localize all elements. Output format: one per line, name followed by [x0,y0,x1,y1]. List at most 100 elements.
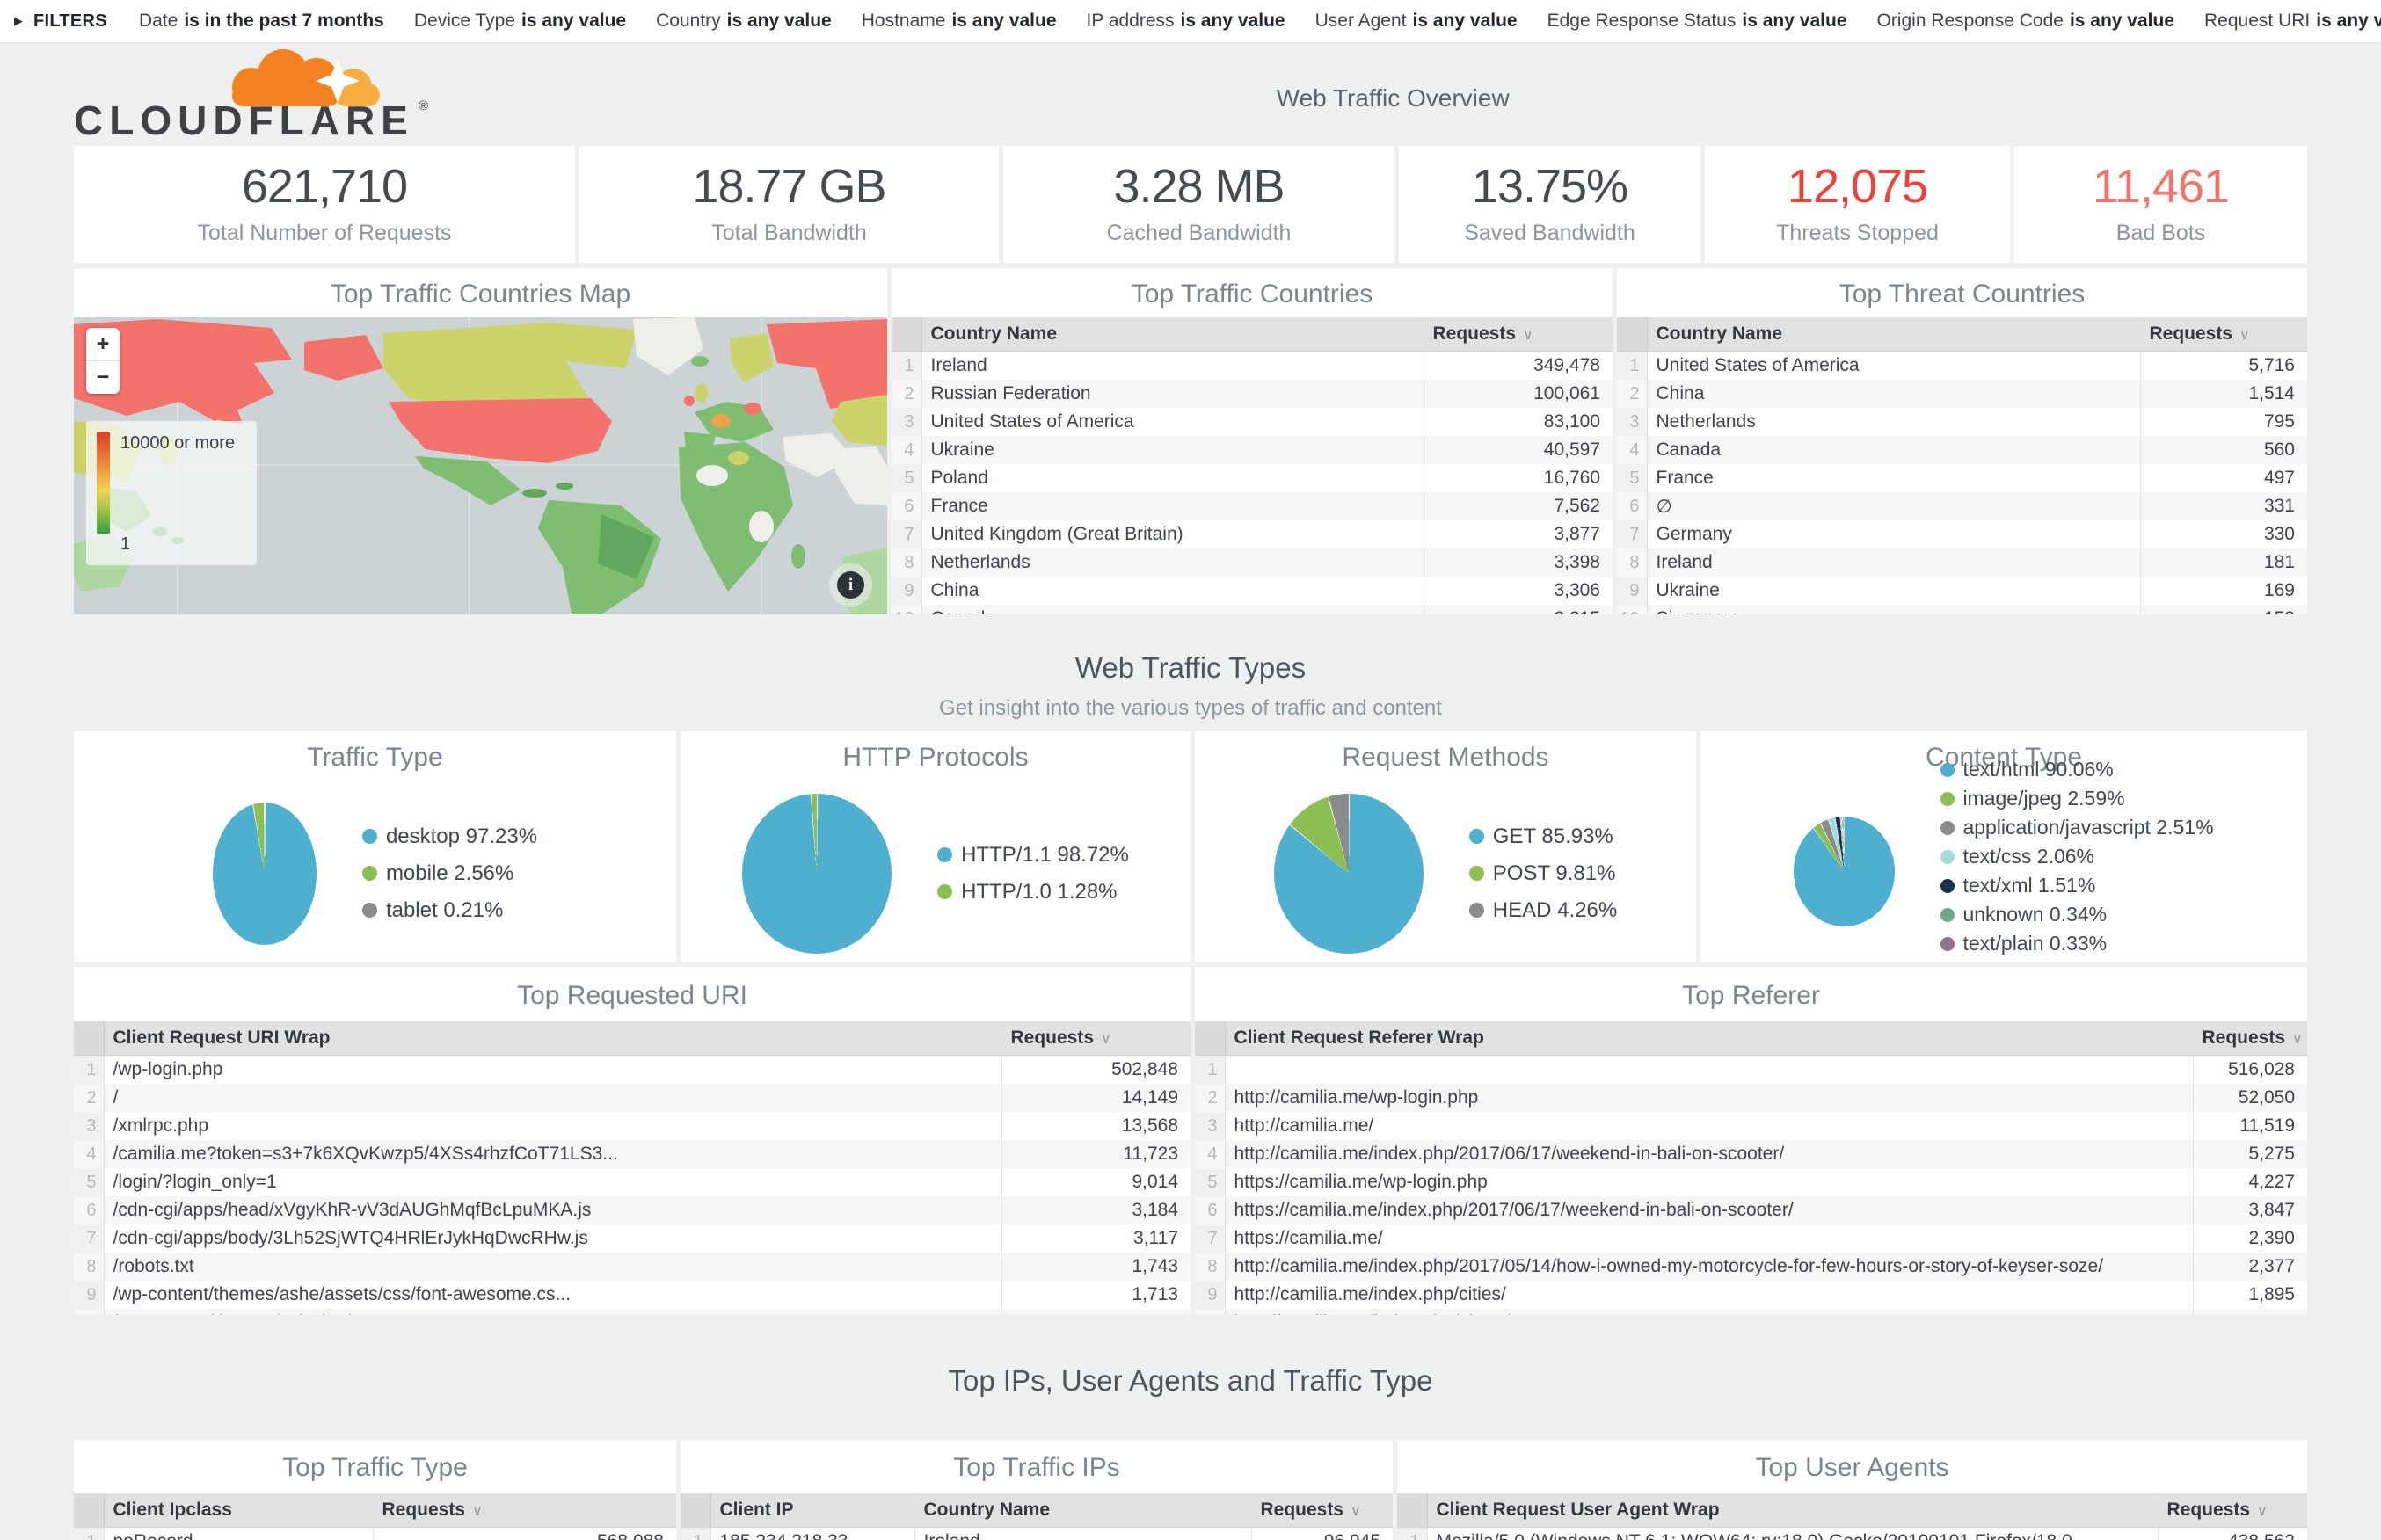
table-row[interactable]: 6 https://camilia.me/index.php/2017/06/17… [1195,1196,2307,1224]
column-header[interactable]: Requests ∨ [372,1493,676,1528]
table-row[interactable]: 1Mozilla/5.0 (Windows NT 6.1; WOW64; rv:… [1397,1527,2307,1540]
sort-desc-icon: ∨ [2239,328,2250,343]
zoom-out-button[interactable]: − [96,365,110,389]
table-row[interactable]: 3 Netherlands 795 [1617,408,2307,436]
filter-item[interactable]: Date is in the past 7 months [139,11,384,32]
kpi-row: 621,710 Total Number of Requests 18.77 G… [74,146,2307,263]
filters-expand-icon[interactable]: ▶ [14,14,23,27]
column-header[interactable]: Requests ∨ [1001,1021,1190,1056]
filter-item[interactable]: Edge Response Status is any value [1547,11,1847,32]
cell: 1,713 [1001,1281,1190,1309]
table-row[interactable]: 10Singapore158 [1617,605,2307,614]
legend-item[interactable]: image/jpeg 2.59% [1940,787,2213,810]
request-methods-pie-chart[interactable] [1273,793,1424,954]
table-row[interactable]: 2 Russian Federation 100,061 [892,380,1613,408]
filter-field-label: User Agent [1314,11,1407,31]
column-header[interactable]: Requests ∨ [2139,317,2307,352]
legend-item[interactable]: unknown 0.34% [1940,903,2213,926]
column-header[interactable]: Requests ∨ [2157,1493,2307,1528]
filter-item[interactable]: Country is any value [656,11,832,32]
legend-item[interactable]: HTTP/1.0 1.28% [937,880,1129,904]
legend-item[interactable]: tablet 0.21% [361,898,537,923]
section-title: Web Traffic Types [1074,651,1307,684]
legend-item[interactable]: application/javascript 2.51% [1940,816,2214,839]
table-row[interactable]: 6/cdn-cgi/apps/head/xVgyKhR-vV3dAUGhMqfB… [74,1196,1190,1224]
table-row[interactable]: 4 http://camilia.me/index.php/2017/06/17/… [1195,1140,2307,1168]
filter-item[interactable]: User Agent is any value [1315,11,1518,32]
table-row[interactable]: 8/robots.txt 1,743 [74,1253,1190,1281]
table-row[interactable]: 7 https://camilia.me/2,390 [1195,1224,2307,1253]
column-header[interactable]: Requests ∨ [1250,1493,1393,1528]
table-row[interactable]: 1 United States of America 5,716 [1617,351,2307,380]
table-row[interactable]: 8 Netherlands 3,398 [892,548,1613,577]
legend-item[interactable]: 0.20% [1940,961,2213,962]
cell: /cdn-cgi/apps/body/3Lh52SjWTQ4HRlErJykHq… [104,1224,1001,1253]
table-row[interactable]: 5 https://camilia.me/wp-login.php 4,227 [1195,1168,2307,1196]
table-row[interactable]: 5/login/?login_only=1 9,014 [74,1168,1190,1196]
table-row[interactable]: 7 United Kingdom (Great Britain) 3,877 [892,520,1613,548]
table-row[interactable]: 4 Canada 560 [1617,436,2307,464]
table-row[interactable]: 8 Ireland 181 [1617,548,2307,577]
table-row[interactable]: 2 China 1,514 [1617,380,2307,408]
legend-item[interactable]: desktop 97.23% [361,824,537,849]
row-number: 6 [892,492,922,520]
legend-item[interactable]: HTTP/1.1 98.72% [937,843,1129,868]
table-row[interactable]: 4/camilia.me?token=s3+7k6XQvKwzp5/4XSs4r… [74,1140,1190,1168]
filter-item[interactable]: Device Type is any value [414,11,626,32]
traffic-type-pie-chart[interactable] [212,802,317,945]
table-row[interactable]: 9/wp-content/themes/ashe/assets/css/font… [74,1281,1190,1309]
table-row[interactable]: 10http://camilia.me/index.php/about/1,47… [1195,1309,2307,1315]
legend-item[interactable]: text/css 2.06% [1940,845,2213,868]
filter-item[interactable]: Request URI is any value [2204,11,2381,32]
table-row[interactable]: 7/cdn-cgi/apps/body/3Lh52SjWTQ4HRlErJykH… [74,1224,1190,1253]
filter-item[interactable]: Origin Response Code is any value [1876,11,2174,32]
table-row[interactable]: 2 http://camilia.me/wp-login.php 52,050 [1195,1084,2307,1112]
row-number-header [74,1021,105,1056]
world-map[interactable]: + − 10000 or more 1 i [74,317,887,614]
table-row[interactable]: 1noRecord568,088 [74,1527,676,1540]
table-row[interactable]: 9 Ukraine 169 [1617,577,2307,605]
table-row[interactable]: 3 United States of America 83,100 [892,408,1613,436]
table-row[interactable]: 1 516,028 [1195,1055,2307,1084]
column-header[interactable]: Requests ∨ [1423,317,1613,352]
column-header[interactable]: Requests ∨ [2192,1021,2307,1056]
cell: United States of America [1647,351,2140,380]
table-row[interactable]: 3/xmlrpc.php 13,568 [74,1112,1190,1140]
cell: ∅ [1647,492,2140,520]
map-info-button[interactable]: i [837,571,864,599]
table-row[interactable]: 1185.234.218.33Ireland96,945 [681,1527,1393,1540]
legend-swatch-icon [1940,820,1955,835]
table-row[interactable]: 9 http://camilia.me/index.php/cities/1,89… [1195,1281,2307,1309]
table-row[interactable]: 5 Poland 16,760 [892,464,1613,492]
cell: http://camilia.me/index.php/2017/06/17/w… [1225,1140,2193,1168]
table-row[interactable]: 3 http://camilia.me/11,519 [1195,1112,2307,1140]
table-row[interactable]: 2/14,149 [74,1084,1190,1112]
content-type-pie-chart[interactable] [1794,816,1896,926]
legend-item[interactable]: text/plain 0.33% [1940,932,2213,955]
table-row[interactable]: 6 ∅ 331 [1617,492,2307,520]
legend-item[interactable]: GET 85.93% [1468,824,1617,849]
table-row[interactable]: 1 Ireland 349,478 [892,351,1613,380]
table-row[interactable]: 8 http://camilia.me/index.php/2017/05/14/… [1195,1253,2307,1281]
table-row[interactable]: 10/wp-content/themes/ashe/style.css?ver=… [74,1309,1190,1315]
filter-field-label: Date [138,11,178,31]
legend-item[interactable]: POST 9.81% [1468,861,1617,886]
legend-item[interactable]: text/xml 1.51% [1940,874,2213,897]
table-row[interactable]: 5 France 497 [1617,464,2307,492]
filter-item[interactable]: IP address is any value [1087,11,1285,32]
table-row[interactable]: 7 Germany 330 [1617,520,2307,548]
legend-item[interactable]: HEAD 4.26% [1468,898,1617,923]
legend-item[interactable]: mobile 2.56% [361,861,537,886]
legend-label: HTTP/1.0 1.28% [961,879,1118,904]
row-number-header [1397,1493,1428,1528]
legend-item[interactable]: text/html 90.06% [1940,758,2213,781]
row-number: 9 [1195,1281,1226,1309]
filter-item[interactable]: Hostname is any value [862,11,1057,32]
table-row[interactable]: 4 Ukraine 40,597 [892,436,1613,464]
http-protocols-pie-chart[interactable] [742,793,892,954]
table-row[interactable]: 10Canada2,215 [892,605,1613,614]
zoom-in-button[interactable]: + [86,328,120,361]
table-row[interactable]: 6 France 7,562 [892,492,1613,520]
table-row[interactable]: 1/wp-login.php 502,848 [74,1055,1190,1084]
table-row[interactable]: 9 China 3,306 [892,577,1613,605]
